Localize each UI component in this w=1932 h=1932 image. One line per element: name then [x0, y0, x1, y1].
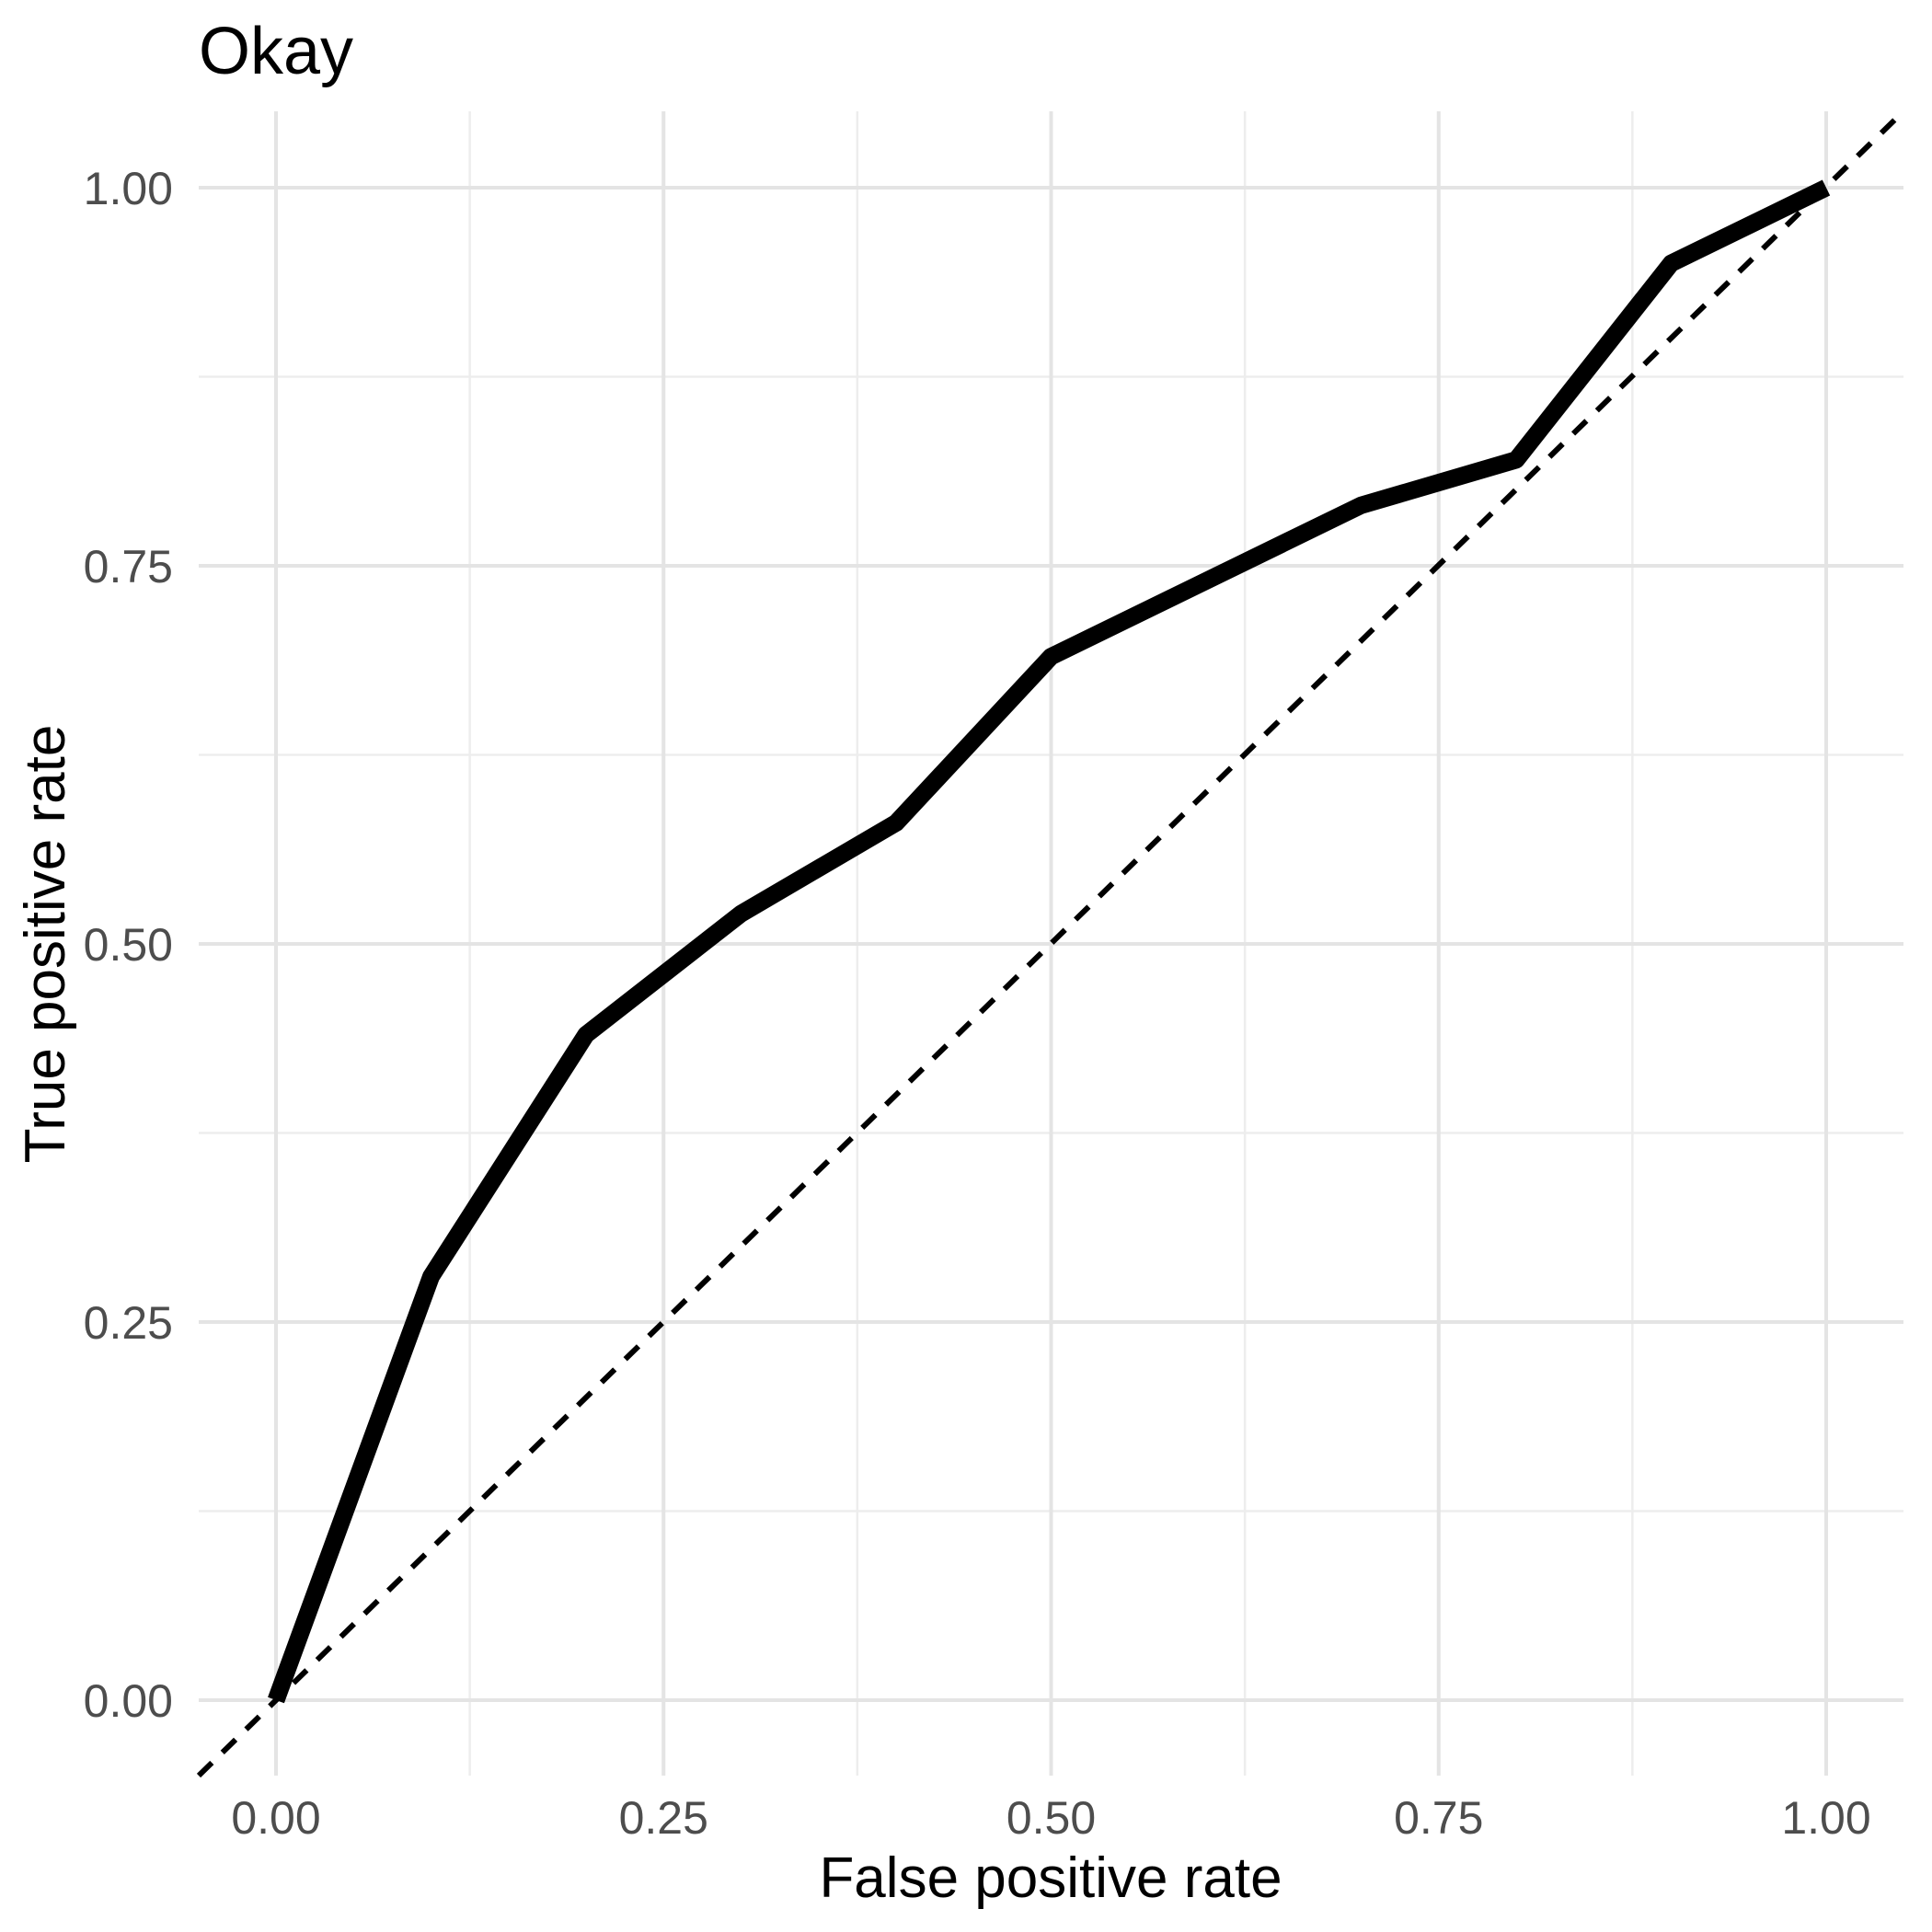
- x-tick-label: 0.00: [231, 1792, 320, 1844]
- chart-title: Okay: [199, 15, 353, 88]
- y-axis-tick-labels: 0.00 0.25 0.50 0.75 1.00: [84, 163, 173, 1727]
- y-axis-title: True positive rate: [14, 725, 77, 1164]
- y-tick-label: 0.00: [84, 1675, 173, 1727]
- x-tick-label: 0.75: [1394, 1792, 1483, 1844]
- x-tick-label: 0.25: [619, 1792, 708, 1844]
- roc-curve-line: [268, 179, 1831, 1704]
- x-axis-title: False positive rate: [819, 1846, 1282, 1910]
- y-tick-label: 1.00: [84, 163, 173, 214]
- y-tick-label: 0.25: [84, 1297, 173, 1349]
- x-axis-tick-labels: 0.00 0.25 0.50 0.75 1.00: [231, 1792, 1870, 1844]
- y-tick-label: 0.75: [84, 541, 173, 592]
- major-gridlines: [199, 111, 1903, 1776]
- x-tick-label: 0.50: [1006, 1792, 1096, 1844]
- x-tick-label: 1.00: [1781, 1792, 1870, 1844]
- y-tick-label: 0.50: [84, 919, 173, 971]
